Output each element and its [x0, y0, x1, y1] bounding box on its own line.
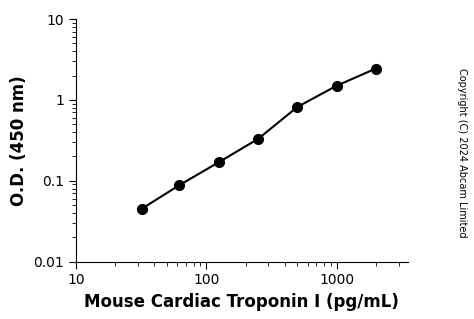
Y-axis label: O.D. (450 nm): O.D. (450 nm): [10, 75, 27, 206]
X-axis label: Mouse Cardiac Troponin I (pg/mL): Mouse Cardiac Troponin I (pg/mL): [84, 293, 399, 311]
Text: Copyright (C) 2024 Abcam Limited: Copyright (C) 2024 Abcam Limited: [457, 68, 467, 238]
